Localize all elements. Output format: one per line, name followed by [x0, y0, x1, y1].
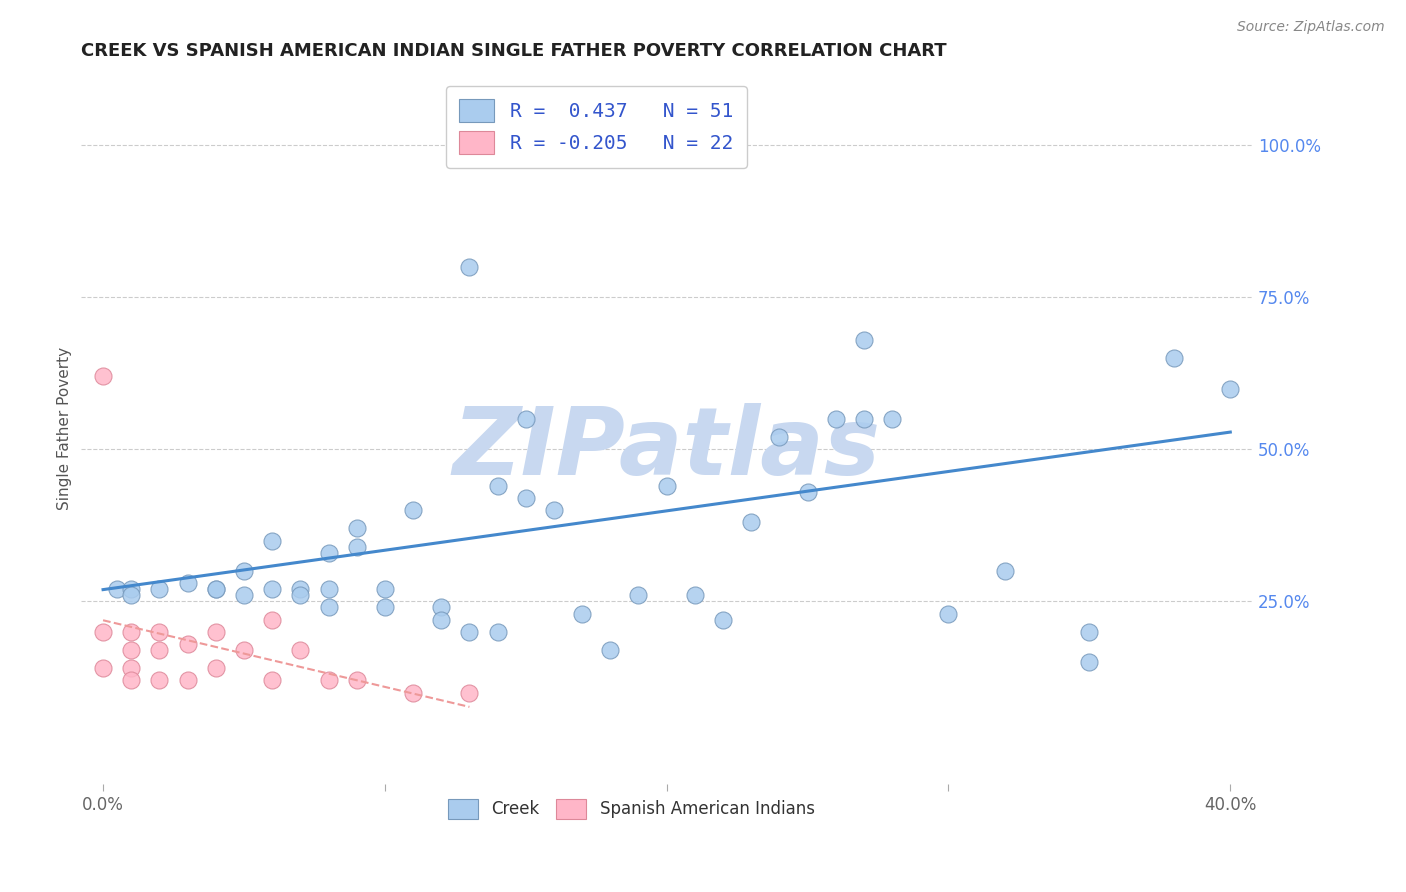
Point — [852, 412, 875, 426]
Point — [430, 600, 453, 615]
Point — [91, 661, 114, 675]
Point — [515, 412, 537, 426]
Point — [318, 546, 340, 560]
Point — [204, 582, 226, 597]
Point — [318, 600, 340, 615]
Point — [290, 588, 312, 602]
Point — [120, 661, 142, 675]
Point — [318, 673, 340, 688]
Point — [938, 607, 960, 621]
Point — [627, 588, 650, 602]
Point — [105, 582, 128, 597]
Point — [346, 540, 368, 554]
Point — [824, 412, 846, 426]
Point — [120, 624, 142, 639]
Point — [486, 624, 509, 639]
Point — [994, 564, 1017, 578]
Point — [1219, 382, 1241, 396]
Point — [458, 685, 481, 699]
Point — [599, 643, 621, 657]
Point — [740, 516, 762, 530]
Point — [430, 613, 453, 627]
Point — [515, 491, 537, 505]
Point — [91, 624, 114, 639]
Point — [458, 260, 481, 274]
Text: Source: ZipAtlas.com: Source: ZipAtlas.com — [1237, 20, 1385, 34]
Point — [486, 479, 509, 493]
Point — [1163, 351, 1185, 366]
Y-axis label: Single Father Poverty: Single Father Poverty — [58, 346, 72, 509]
Point — [176, 576, 198, 591]
Point — [204, 624, 226, 639]
Point — [374, 600, 396, 615]
Point — [683, 588, 706, 602]
Point — [290, 643, 312, 657]
Point — [655, 138, 678, 153]
Point — [402, 685, 425, 699]
Point — [120, 582, 142, 597]
Point — [318, 582, 340, 597]
Point — [148, 582, 170, 597]
Point — [655, 479, 678, 493]
Point — [233, 588, 256, 602]
Point — [120, 588, 142, 602]
Point — [204, 582, 226, 597]
Point — [148, 624, 170, 639]
Point — [148, 673, 170, 688]
Point — [1078, 655, 1101, 669]
Point — [1078, 624, 1101, 639]
Point — [233, 564, 256, 578]
Point — [176, 673, 198, 688]
Point — [262, 533, 284, 548]
Point — [458, 624, 481, 639]
Point — [346, 521, 368, 535]
Point — [120, 643, 142, 657]
Point — [852, 333, 875, 347]
Point — [204, 661, 226, 675]
Point — [176, 637, 198, 651]
Point — [882, 412, 904, 426]
Text: CREEK VS SPANISH AMERICAN INDIAN SINGLE FATHER POVERTY CORRELATION CHART: CREEK VS SPANISH AMERICAN INDIAN SINGLE … — [80, 42, 946, 60]
Point — [571, 607, 593, 621]
Point — [402, 503, 425, 517]
Point — [262, 613, 284, 627]
Point — [120, 673, 142, 688]
Legend: Creek, Spanish American Indians: Creek, Spanish American Indians — [441, 793, 821, 825]
Point — [711, 613, 734, 627]
Text: ZIPatlas: ZIPatlas — [453, 403, 880, 495]
Point — [290, 582, 312, 597]
Point — [768, 430, 790, 444]
Point — [796, 484, 818, 499]
Point — [91, 369, 114, 384]
Point — [346, 673, 368, 688]
Point — [543, 503, 565, 517]
Point — [262, 582, 284, 597]
Point — [711, 138, 734, 153]
Point — [148, 643, 170, 657]
Point — [233, 643, 256, 657]
Point — [262, 673, 284, 688]
Point — [374, 582, 396, 597]
